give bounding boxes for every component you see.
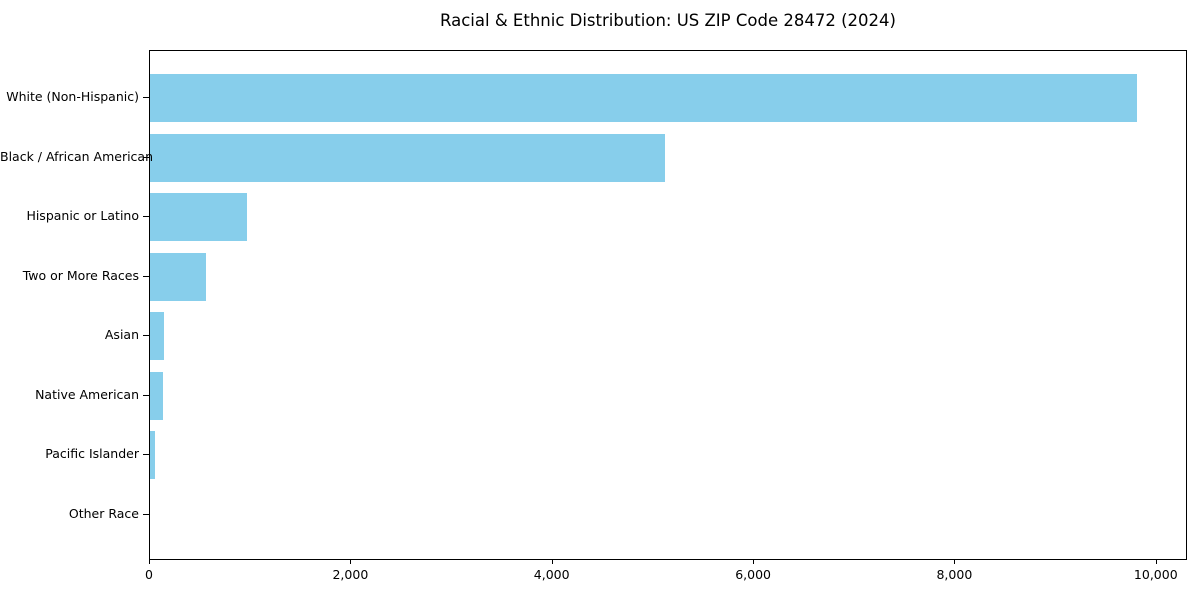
y-tick-label: Pacific Islander: [45, 446, 139, 461]
x-tick-label: 2,000: [332, 567, 369, 582]
chart-title: Racial & Ethnic Distribution: US ZIP Cod…: [440, 11, 896, 30]
y-tick-mark: [143, 276, 149, 277]
x-tick-mark: [954, 559, 956, 564]
plot-area: [149, 50, 1187, 560]
bar-black-african-american: [150, 133, 665, 182]
bar-native-american: [150, 371, 164, 420]
y-tick-mark: [143, 335, 149, 336]
y-tick-mark: [143, 157, 149, 158]
y-tick-mark: [143, 454, 149, 455]
x-tick-label: 6,000: [735, 567, 771, 582]
x-tick-label: 10,000: [1133, 567, 1178, 582]
x-tick-label: 0: [145, 567, 153, 582]
y-tick-mark: [143, 395, 149, 396]
x-tick-label: 8,000: [936, 567, 973, 582]
bar-two-or-more-races: [150, 252, 207, 301]
y-tick-label: Native American: [35, 387, 139, 402]
y-tick-label: Hispanic or Latino: [26, 208, 139, 223]
x-tick-mark: [551, 559, 553, 564]
x-tick-mark: [1155, 559, 1157, 564]
bar-asian: [150, 312, 165, 360]
y-tick-mark: [143, 216, 149, 217]
bar-pacific-islander: [150, 431, 155, 479]
bar-white-non-hispanic: [150, 74, 1137, 122]
x-tick-label: 4,000: [533, 567, 570, 582]
y-tick-label: Other Race: [68, 506, 139, 521]
y-tick-label: White (Non-Hispanic): [6, 89, 139, 104]
bar-hispanic-or-latino: [150, 193, 247, 241]
y-tick-mark: [143, 514, 149, 515]
y-tick-label: Black / African American: [0, 149, 154, 164]
y-tick-label: Asian: [104, 327, 139, 342]
x-tick-mark: [753, 559, 755, 564]
x-tick-mark: [350, 559, 352, 564]
y-tick-label: Two or More Races: [22, 268, 139, 283]
y-tick-mark: [143, 97, 149, 98]
x-tick-mark: [149, 559, 150, 564]
